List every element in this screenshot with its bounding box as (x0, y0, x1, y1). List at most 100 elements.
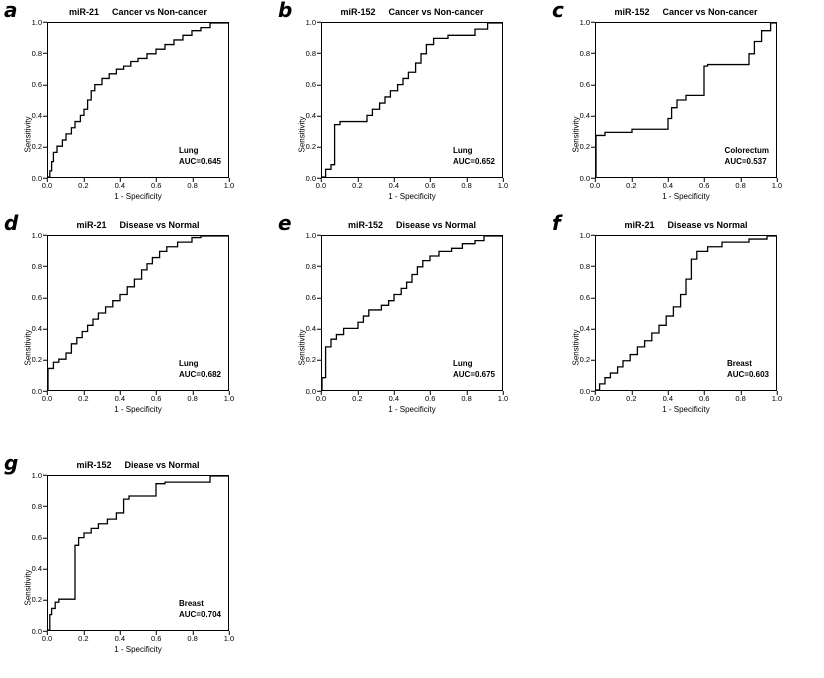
title-marker: miR-21 (76, 220, 107, 230)
x-axis-ticks: 0.0 0.2 0.4 0.6 0.8 1.0 (590, 178, 782, 190)
x-tick-label: 0.8 (187, 631, 198, 643)
roc-panel-c: c miR-152 Cancer vs Non-cancer Sensitivit… (548, 0, 824, 215)
roc-panel-a: a miR-21 Cancer vs Non-cancer Sensitivity… (0, 0, 274, 215)
roc-curve (48, 236, 228, 390)
title-comparison: Cancer vs Non-cancer (662, 7, 758, 17)
y-tick-label: 0.4 (305, 110, 322, 120)
x-axis-ticks: 0.0 0.2 0.4 0.6 0.8 1.0 (42, 391, 234, 403)
chart-title: miR-21 Disease vs Normal (47, 218, 229, 235)
roc-panel-b: b miR-152 Cancer vs Non-cancer Sensitivit… (274, 0, 548, 215)
y-tick-label: 0.8 (305, 48, 322, 58)
roc-curve-line (48, 23, 228, 177)
y-axis-label: Sensitivity (297, 329, 307, 366)
x-tick-label: 0.2 (78, 391, 89, 403)
x-tick-label: 0.2 (78, 631, 89, 643)
y-axis-ticks: 0.0 0.2 0.4 0.6 0.8 1.0 (299, 18, 322, 181)
annotation: Breast AUC=0.603 (727, 359, 769, 381)
y-tick-label: 1.0 (305, 17, 322, 27)
title-comparison: Disease vs Normal (119, 220, 200, 230)
annotation-auc: AUC=0.704 (178, 610, 221, 620)
roc-curve-line (596, 236, 776, 390)
roc-panel-d: d miR-21 Disease vs Normal Sensitivity 0.… (0, 211, 274, 441)
x-axis-label: 1 - Specificity (388, 405, 436, 414)
roc-curve-line (596, 23, 776, 177)
x-tick-label: 1.0 (223, 631, 235, 643)
annotation-site: Lung (178, 146, 199, 156)
y-tick-label: 0.8 (31, 501, 48, 511)
y-tick-label: 0.6 (579, 292, 596, 302)
y-tick-label: 0.8 (31, 261, 48, 271)
x-axis-ticks: 0.0 0.2 0.4 0.6 0.8 1.0 (316, 178, 508, 190)
x-tick-label: 1.0 (771, 178, 783, 190)
title-marker: miR-152 (76, 460, 112, 470)
y-tick-label: 0.0 (31, 173, 48, 183)
y-tick-label: 0.6 (31, 292, 48, 302)
x-tick-label: 0.6 (424, 178, 436, 190)
y-tick-label: 1.0 (31, 230, 48, 240)
annotation-site: Lung (452, 146, 473, 156)
y-tick-label: 0.4 (305, 323, 322, 333)
y-tick-label: 0.8 (579, 261, 596, 271)
panel-letter: a (4, 0, 18, 22)
y-tick-label: 1.0 (579, 17, 596, 27)
title-comparison: Disease vs Normal (395, 220, 477, 230)
title-comparison: Disease vs Normal (667, 220, 748, 230)
x-axis-label: 1 - Specificity (114, 192, 162, 201)
annotation: Breast AUC=0.704 (179, 599, 221, 621)
x-tick-label: 0.8 (461, 391, 472, 403)
chart-title: miR-152 Diease vs Normal (47, 458, 229, 475)
y-tick-label: 0.0 (31, 386, 48, 396)
annotation-site: Breast (726, 359, 752, 369)
y-tick-label: 0.6 (31, 79, 48, 89)
roc-curve-line (322, 236, 502, 390)
annotation-site: Lung (452, 359, 473, 369)
plot-area: Lung AUC=0.675 (321, 235, 503, 391)
roc-panel-f: f miR-21 Disease vs Normal Sensitivity 0.… (548, 211, 824, 441)
annotation-auc: AUC=0.645 (178, 157, 221, 167)
x-tick-label: 0.0 (41, 178, 53, 190)
x-tick-label: 0.6 (150, 631, 162, 643)
title-comparison: Diease vs Normal (124, 460, 200, 470)
roc-panel-g: g miR-152 Diease vs Normal Sensitivity 0.… (0, 451, 274, 676)
x-tick-label: 0.6 (150, 178, 162, 190)
x-axis-label: 1 - Specificity (388, 192, 436, 201)
chart-title: miR-152 Disease vs Normal (321, 218, 503, 235)
chart-title: miR-152 Cancer vs Non-cancer (595, 5, 777, 22)
x-tick-label: 0.8 (735, 391, 746, 403)
y-tick-label: 0.4 (31, 563, 48, 573)
plot-area: Lung AUC=0.645 (47, 22, 229, 178)
title-marker: miR-152 (340, 7, 376, 17)
y-axis-ticks: 0.0 0.2 0.4 0.6 0.8 1.0 (25, 471, 48, 634)
chart-title: miR-21 Disease vs Normal (595, 218, 777, 235)
x-axis-label: 1 - Specificity (662, 405, 710, 414)
roc-curve (596, 236, 776, 390)
title-comparison: Cancer vs Non-cancer (388, 7, 484, 17)
x-tick-label: 0.0 (41, 631, 53, 643)
plot-area: Breast AUC=0.603 (595, 235, 777, 391)
x-tick-label: 1.0 (497, 178, 509, 190)
y-tick-label: 0.8 (579, 48, 596, 58)
annotation: Lung AUC=0.645 (179, 146, 221, 168)
annotation-site: Lung (178, 359, 199, 369)
x-tick-label: 0.4 (114, 391, 126, 403)
x-tick-label: 0.2 (626, 178, 637, 190)
roc-curve (322, 236, 502, 390)
x-tick-label: 0.4 (114, 631, 126, 643)
y-tick-label: 0.6 (31, 532, 48, 542)
x-tick-label: 0.0 (315, 178, 327, 190)
panel-letter: b (278, 0, 293, 22)
x-axis-ticks: 0.0 0.2 0.4 0.6 0.8 1.0 (42, 178, 234, 190)
x-tick-label: 0.6 (150, 391, 162, 403)
plot-area: Lung AUC=0.682 (47, 235, 229, 391)
y-tick-label: 1.0 (579, 230, 596, 240)
x-tick-label: 0.8 (461, 178, 472, 190)
y-tick-label: 0.4 (31, 110, 48, 120)
x-tick-label: 0.8 (187, 391, 198, 403)
y-tick-label: 0.8 (31, 48, 48, 58)
y-tick-label: 0.0 (305, 173, 322, 183)
x-tick-label: 0.0 (589, 391, 601, 403)
x-axis-ticks: 0.0 0.2 0.4 0.6 0.8 1.0 (316, 391, 508, 403)
y-tick-label: 0.6 (579, 79, 596, 89)
x-tick-label: 0.2 (352, 391, 363, 403)
roc-curve (322, 23, 502, 177)
